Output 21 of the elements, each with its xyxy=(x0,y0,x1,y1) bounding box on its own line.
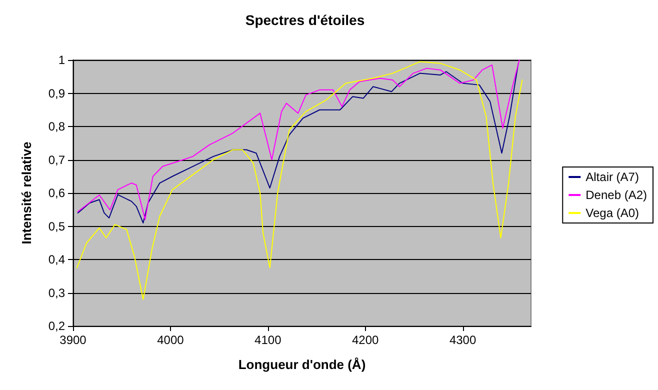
y-tick-label: 0,6 xyxy=(48,186,66,200)
x-tick-label: 4300 xyxy=(449,333,476,347)
legend-label: Altair (A7) xyxy=(586,170,639,184)
y-tick-label: 0,9 xyxy=(48,86,66,100)
legend-label: Vega (A0) xyxy=(586,206,640,220)
y-tick-label: 0,7 xyxy=(48,152,66,167)
chart-title: Spectres d'étoiles xyxy=(245,12,365,28)
x-tick-label: 4100 xyxy=(254,333,282,347)
line-series xyxy=(76,61,523,300)
y-tick-label: 1 xyxy=(58,53,66,67)
x-tick-label: 3900 xyxy=(60,333,87,347)
y-tick-label: 0,2 xyxy=(48,319,66,333)
y-tick-label: 0,8 xyxy=(48,120,66,134)
y-tick-label: 0,4 xyxy=(48,252,66,266)
legend-label: Deneb (A2) xyxy=(586,188,648,202)
y-axis-title: Intensité relative xyxy=(19,142,34,244)
x-axis-title: Longueur d'onde (Å) xyxy=(238,357,366,372)
y-tick-label: 0,5 xyxy=(48,219,66,234)
x-tick-label: 4000 xyxy=(157,333,184,347)
y-tick-label: 0,3 xyxy=(48,286,66,300)
x-tick-label: 4200 xyxy=(352,333,380,347)
